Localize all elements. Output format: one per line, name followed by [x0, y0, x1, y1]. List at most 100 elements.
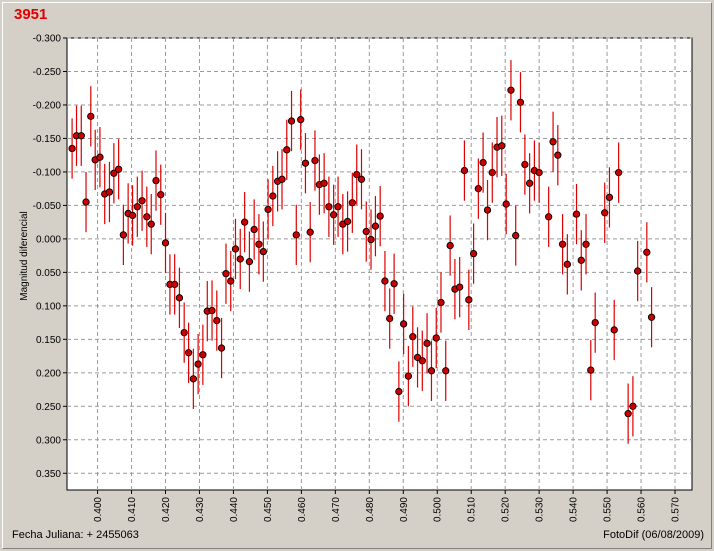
data-point	[587, 366, 595, 374]
data-point	[301, 159, 310, 167]
data-point	[110, 169, 118, 177]
data-point	[409, 333, 417, 341]
x-tick-label: 0.420	[161, 497, 172, 522]
data-point	[259, 247, 267, 256]
x-tick-label: 0.500	[433, 497, 444, 522]
data-point	[208, 306, 216, 315]
data-point	[614, 168, 623, 177]
x-tick-label: 0.550	[603, 497, 614, 522]
data-point	[601, 209, 609, 217]
data-point	[469, 249, 478, 258]
data-point	[334, 203, 342, 211]
data-point	[525, 179, 534, 187]
data-point	[479, 158, 487, 167]
data-point	[516, 98, 525, 106]
data-point	[199, 351, 207, 359]
data-point	[483, 206, 492, 214]
data-point	[306, 228, 314, 236]
y-tick-label: 0.100	[36, 301, 61, 312]
data-point	[591, 318, 599, 327]
data-point	[647, 313, 656, 321]
data-point	[549, 138, 557, 146]
data-point	[465, 296, 473, 304]
data-point	[231, 245, 240, 253]
data-point	[311, 156, 319, 165]
data-point	[357, 175, 366, 183]
data-point	[343, 217, 352, 226]
y-tick-label: 0.300	[36, 435, 61, 446]
data-point	[582, 240, 590, 248]
data-point	[386, 314, 394, 323]
data-point	[535, 168, 543, 177]
data-point	[68, 144, 76, 153]
y-tick-label: -0.250	[33, 67, 62, 78]
data-point	[605, 193, 614, 202]
x-tick-label: 0.400	[93, 497, 104, 522]
data-point	[371, 222, 380, 230]
data-point	[292, 231, 300, 239]
y-tick-label: -0.200	[33, 100, 62, 111]
data-point	[105, 188, 114, 196]
data-point	[381, 277, 389, 285]
data-point	[175, 294, 184, 302]
x-tick-label: 0.470	[331, 497, 342, 522]
x-tick-label: 0.510	[467, 497, 478, 522]
data-point	[157, 191, 165, 199]
data-point	[245, 258, 254, 266]
data-points	[68, 86, 656, 418]
data-point	[114, 165, 123, 173]
data-point	[87, 112, 95, 120]
x-axis-ticks: 0.400 0.410 0.420 0.430 0.440 0.450 0.460 0.470…	[93, 490, 682, 522]
data-point	[213, 316, 221, 325]
data-point	[227, 277, 235, 285]
x-tick-label: 0.520	[501, 497, 512, 522]
y-tick-label: 0.350	[36, 469, 61, 480]
data-point	[427, 367, 436, 375]
x-tick-label: 0.490	[399, 497, 410, 522]
data-point	[474, 185, 482, 193]
data-point	[283, 146, 291, 154]
data-point	[264, 205, 272, 214]
data-point	[222, 270, 230, 278]
data-point	[367, 235, 375, 244]
chart-title: 3951	[14, 6, 48, 23]
data-point	[554, 151, 562, 159]
data-point	[634, 267, 642, 275]
data-point	[577, 256, 585, 264]
data-point	[152, 176, 160, 185]
data-point	[161, 239, 170, 247]
data-point	[446, 241, 454, 250]
data-point	[236, 255, 244, 263]
data-point	[563, 260, 571, 268]
data-point	[133, 203, 141, 211]
data-point	[96, 153, 104, 161]
data-point	[432, 334, 440, 342]
data-point	[171, 280, 179, 289]
y-tick-label: -0.300	[33, 34, 62, 45]
x-tick-label: 0.560	[637, 497, 648, 522]
data-point	[423, 339, 431, 348]
y-tick-label: 0.000	[36, 234, 61, 245]
grid-lines	[67, 37, 692, 490]
data-point	[629, 402, 637, 410]
y-tick-label: 0.250	[36, 402, 61, 413]
data-point	[498, 142, 506, 150]
y-axis-ticks: -0.300 -0.250 -0.200 -0.150 -0.100 -0.050 0.00…	[33, 34, 67, 480]
x-tick-label: 0.430	[195, 497, 206, 522]
y-tick-label: -0.050	[33, 201, 62, 212]
data-point	[558, 240, 567, 248]
data-point	[545, 213, 553, 221]
data-point	[320, 179, 328, 187]
data-point	[250, 225, 258, 234]
data-point	[460, 166, 469, 175]
data-point	[643, 248, 651, 256]
x-tick-label: 0.480	[365, 497, 376, 522]
data-point	[348, 199, 356, 207]
data-point	[278, 175, 286, 183]
data-point	[325, 203, 333, 211]
x-tick-label: 0.450	[263, 497, 274, 522]
software-credit: FotoDif (06/08/2009)	[603, 529, 704, 541]
data-point	[624, 410, 632, 418]
data-point	[437, 298, 445, 307]
